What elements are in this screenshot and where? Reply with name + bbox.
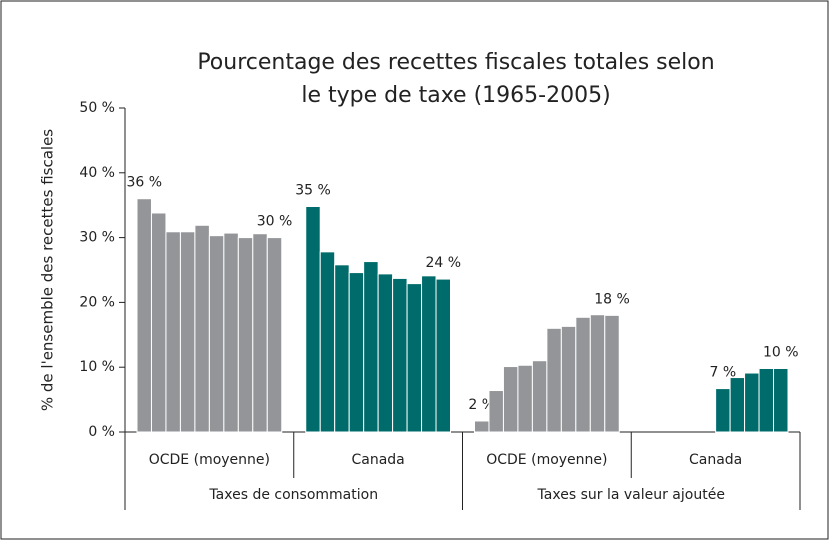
bar — [266, 237, 283, 433]
bar — [237, 237, 254, 433]
bar — [502, 366, 519, 433]
bar — [773, 367, 789, 433]
data-label: 30 % — [257, 214, 293, 230]
data-label: 10 % — [763, 344, 799, 360]
y-tick-label: 40 % — [79, 165, 115, 181]
bar — [546, 327, 562, 433]
bar — [252, 233, 268, 433]
x-tick-label: Canada — [689, 452, 742, 468]
group-label: Taxes de consommation — [208, 487, 378, 503]
bar — [165, 231, 181, 433]
bar — [319, 251, 336, 433]
data-label: 2 % — [468, 397, 495, 413]
bar — [377, 273, 394, 433]
bar — [179, 231, 196, 433]
data-label: 7 % — [710, 365, 737, 381]
bar — [715, 388, 731, 433]
bar — [517, 364, 533, 433]
bar — [392, 277, 408, 433]
bar — [474, 420, 490, 433]
y-tick-label: 30 % — [79, 230, 115, 246]
chart-title: le type de taxe (1965-2005) — [301, 83, 610, 108]
data-label: 35 % — [295, 182, 331, 198]
bar — [406, 283, 423, 433]
y-tick-label: 0 % — [88, 424, 115, 440]
bar — [589, 314, 606, 433]
x-tick-label: Canada — [351, 452, 404, 468]
bar — [531, 360, 548, 433]
data-label: 24 % — [425, 255, 461, 271]
chart-title: Pourcentage des recettes fiscales totale… — [197, 50, 714, 75]
y-tick-label: 50 % — [79, 100, 115, 116]
bar — [334, 264, 350, 433]
y-axis-label: % de l'ensemble des recettes fiscales — [39, 129, 57, 411]
bar — [575, 316, 591, 433]
bar — [363, 261, 379, 433]
bar — [348, 272, 365, 433]
x-tick-label: OCDE (moyenne) — [149, 452, 270, 468]
bar — [435, 278, 451, 433]
bar — [194, 224, 210, 433]
bar — [223, 232, 239, 433]
bar — [560, 325, 577, 433]
data-label: 36 % — [126, 175, 162, 191]
bar — [758, 367, 775, 433]
bar — [136, 198, 152, 433]
bar — [729, 377, 746, 433]
data-label: 18 % — [594, 291, 630, 307]
bar — [488, 390, 504, 433]
bar — [604, 314, 620, 433]
bar — [208, 235, 225, 433]
bar — [150, 212, 167, 433]
bar — [744, 372, 760, 433]
x-tick-label: OCDE (moyenne) — [486, 452, 607, 468]
y-tick-label: 10 % — [79, 359, 115, 375]
group-label: Taxes sur la valeur ajoutée — [537, 487, 725, 503]
bar — [305, 205, 321, 433]
y-tick-label: 20 % — [79, 294, 115, 310]
bar — [421, 275, 437, 433]
